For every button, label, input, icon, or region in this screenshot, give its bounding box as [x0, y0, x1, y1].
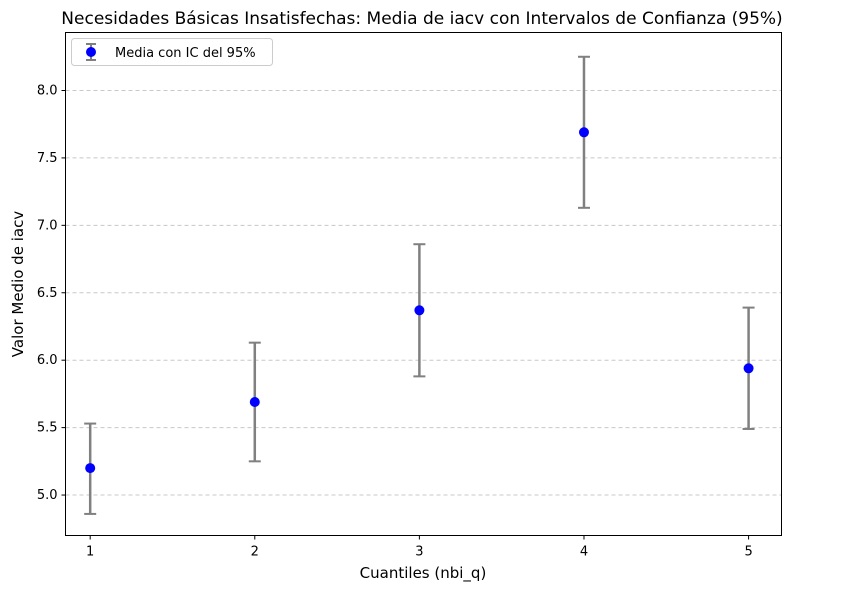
error-bars [84, 55, 755, 515]
legend-marker [86, 47, 96, 57]
legend-label: Media con IC del 95% [115, 46, 256, 61]
data-points [85, 127, 754, 474]
plot-area [65, 32, 782, 536]
y-tick-label: 6.5 [37, 286, 58, 301]
x-axis-ticks: 1 2 3 4 5 [86, 535, 753, 560]
x-axis-label: Cuantiles (nbi_q) [360, 564, 487, 583]
y-axis-ticks: 5.0 5.5 6.0 6.5 7.0 7.5 8.0 [37, 83, 66, 503]
data-point [414, 305, 425, 316]
x-tick-label: 2 [251, 545, 259, 560]
y-axis-label: Valor Medio de iacv [9, 211, 27, 357]
data-point [85, 463, 96, 474]
x-tick-label: 1 [86, 545, 94, 560]
x-tick-label: 3 [415, 545, 423, 560]
y-tick-label: 5.5 [37, 421, 58, 436]
legend-box [71, 38, 273, 66]
y-tick-label: 8.0 [37, 83, 58, 98]
y-tick-label: 6.0 [37, 353, 58, 368]
legend: Media con IC del 95% [71, 38, 273, 66]
y-tick-label: 7.0 [37, 218, 58, 233]
data-point [578, 127, 589, 138]
chart-title: Necesidades Básicas Insatisfechas: Media… [61, 9, 782, 29]
y-tick-label: 5.0 [37, 488, 58, 503]
data-point [249, 396, 260, 407]
data-point [743, 363, 754, 374]
grid-lines [65, 89, 782, 496]
x-tick-label: 5 [744, 545, 752, 560]
x-tick-label: 4 [580, 545, 588, 560]
y-tick-label: 7.5 [37, 151, 58, 166]
